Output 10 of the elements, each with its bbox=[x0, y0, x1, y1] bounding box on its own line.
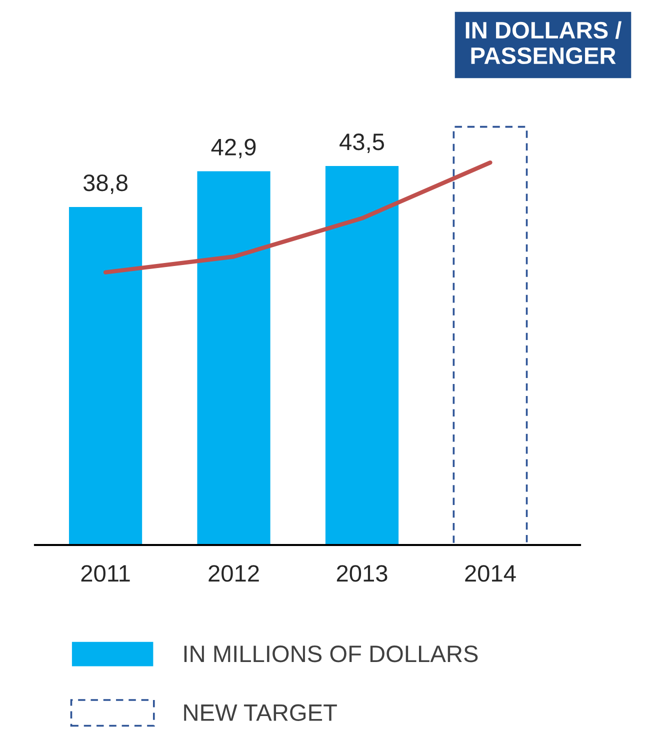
legend-label: NEW TARGET bbox=[184, 704, 337, 722]
x-tick-label: 2013 bbox=[336, 565, 388, 582]
x-tick-label: 2011 bbox=[81, 565, 130, 582]
x-tick-label: 2014 bbox=[465, 565, 516, 582]
data-label: 42,9 bbox=[211, 138, 256, 158]
legend-label: IN MILLIONS OF DOLLARS bbox=[184, 646, 478, 662]
text: IN DOLLARS / PASSENGER bbox=[466, 21, 622, 64]
data-label: 38,8 bbox=[83, 174, 128, 194]
data-label: 43,5 bbox=[340, 134, 384, 154]
x-tick-label: 2012 bbox=[208, 565, 259, 582]
